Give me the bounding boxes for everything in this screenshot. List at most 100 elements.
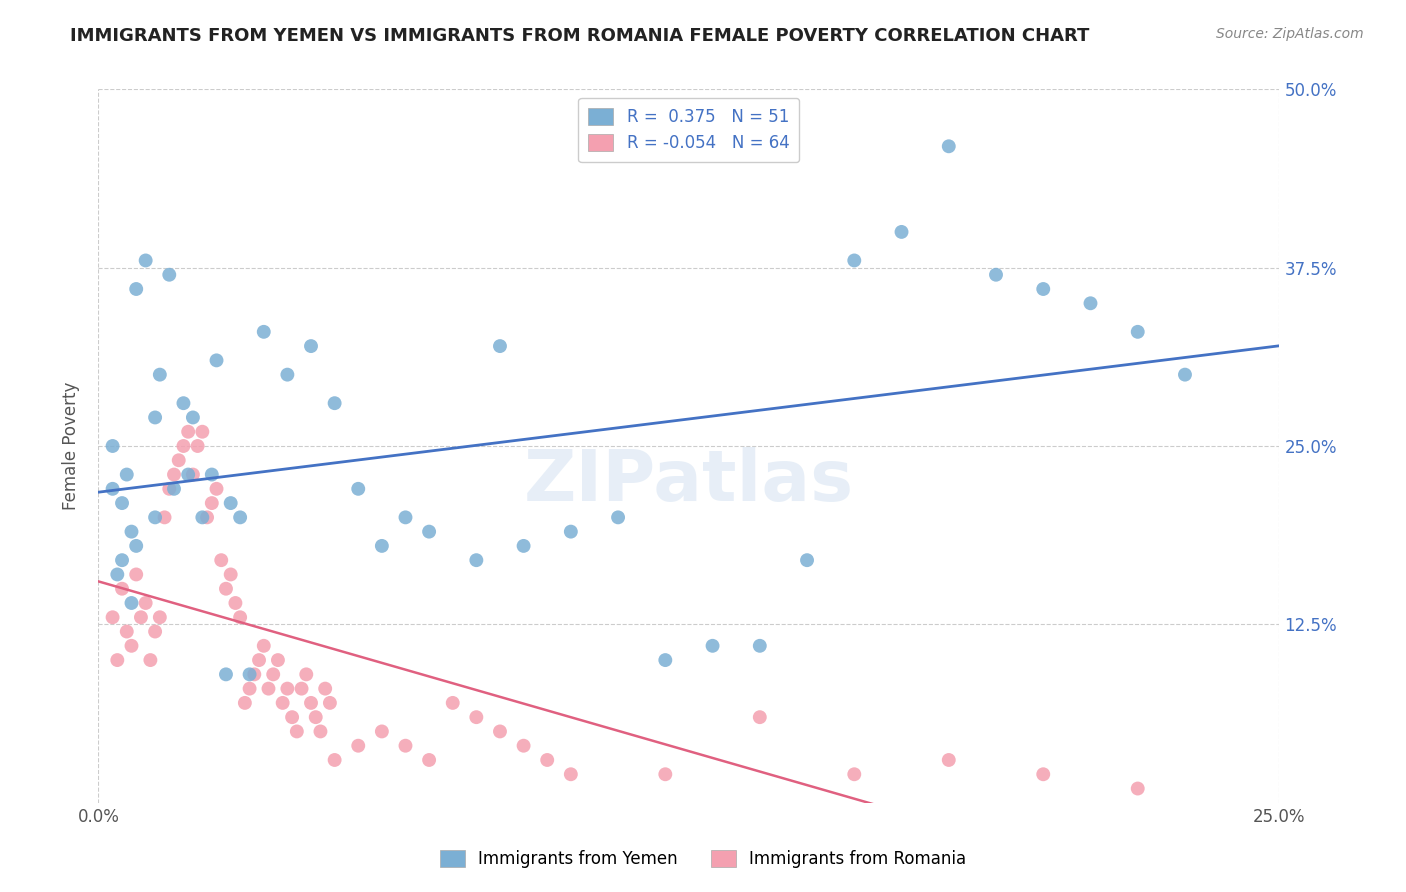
Point bbox=[191, 510, 214, 524]
Point bbox=[394, 510, 416, 524]
Point bbox=[748, 710, 770, 724]
Point bbox=[177, 425, 200, 439]
Point bbox=[489, 339, 512, 353]
Point bbox=[290, 681, 312, 696]
Point bbox=[305, 710, 328, 724]
Point bbox=[111, 582, 134, 596]
Point bbox=[157, 482, 180, 496]
Point bbox=[276, 368, 298, 382]
Text: Source: ZipAtlas.com: Source: ZipAtlas.com bbox=[1216, 27, 1364, 41]
Point bbox=[101, 482, 124, 496]
Point bbox=[267, 653, 290, 667]
Point bbox=[229, 510, 252, 524]
Point bbox=[536, 753, 558, 767]
Point bbox=[271, 696, 294, 710]
Point bbox=[560, 767, 582, 781]
Y-axis label: Female Poverty: Female Poverty bbox=[62, 382, 80, 510]
Point bbox=[702, 639, 724, 653]
Point bbox=[163, 467, 186, 482]
Point bbox=[323, 396, 346, 410]
Point bbox=[654, 767, 676, 781]
Point bbox=[143, 410, 166, 425]
Point bbox=[938, 753, 960, 767]
Point bbox=[205, 353, 228, 368]
Point bbox=[347, 739, 370, 753]
Point bbox=[323, 753, 346, 767]
Point bbox=[135, 253, 157, 268]
Point bbox=[489, 724, 512, 739]
Point bbox=[285, 724, 308, 739]
Point bbox=[115, 467, 138, 482]
Point bbox=[115, 624, 138, 639]
Point bbox=[319, 696, 342, 710]
Point bbox=[1126, 325, 1149, 339]
Text: ZIPatlas: ZIPatlas bbox=[524, 447, 853, 516]
Point bbox=[243, 667, 266, 681]
Point bbox=[314, 681, 336, 696]
Point bbox=[215, 582, 238, 596]
Point bbox=[143, 624, 166, 639]
Point bbox=[253, 325, 276, 339]
Point bbox=[111, 496, 134, 510]
Point bbox=[129, 610, 152, 624]
Point bbox=[1032, 282, 1054, 296]
Point bbox=[172, 396, 194, 410]
Point bbox=[121, 596, 143, 610]
Point bbox=[239, 667, 262, 681]
Point bbox=[201, 467, 224, 482]
Point bbox=[295, 667, 318, 681]
Point bbox=[125, 539, 148, 553]
Point bbox=[135, 596, 157, 610]
Point bbox=[167, 453, 190, 467]
Point bbox=[309, 724, 332, 739]
Point bbox=[607, 510, 630, 524]
Point bbox=[560, 524, 582, 539]
Point bbox=[205, 482, 228, 496]
Point bbox=[111, 553, 134, 567]
Point bbox=[1080, 296, 1102, 310]
Point bbox=[201, 496, 224, 510]
Point bbox=[187, 439, 209, 453]
Point bbox=[465, 710, 488, 724]
Point bbox=[276, 681, 298, 696]
Point bbox=[139, 653, 162, 667]
Point bbox=[143, 510, 166, 524]
Point bbox=[257, 681, 280, 696]
Point bbox=[105, 653, 128, 667]
Point bbox=[418, 753, 440, 767]
Point bbox=[209, 553, 232, 567]
Point bbox=[371, 539, 394, 553]
Point bbox=[219, 496, 242, 510]
Point bbox=[890, 225, 912, 239]
Point bbox=[1032, 767, 1054, 781]
Point bbox=[394, 739, 416, 753]
Point bbox=[233, 696, 256, 710]
Point bbox=[512, 739, 534, 753]
Point bbox=[157, 268, 180, 282]
Point bbox=[121, 524, 143, 539]
Point bbox=[172, 439, 194, 453]
Point bbox=[844, 253, 866, 268]
Point bbox=[215, 667, 238, 681]
Point bbox=[125, 282, 148, 296]
Point bbox=[195, 510, 218, 524]
Point bbox=[281, 710, 304, 724]
Point bbox=[101, 439, 124, 453]
Point bbox=[101, 610, 124, 624]
Point bbox=[125, 567, 148, 582]
Point bbox=[163, 482, 186, 496]
Point bbox=[844, 767, 866, 781]
Point bbox=[239, 681, 262, 696]
Point bbox=[177, 467, 200, 482]
Point bbox=[105, 567, 128, 582]
Point bbox=[219, 567, 242, 582]
Point bbox=[153, 510, 176, 524]
Point bbox=[121, 639, 143, 653]
Point bbox=[371, 724, 394, 739]
Point bbox=[512, 539, 534, 553]
Point bbox=[262, 667, 284, 681]
Legend: Immigrants from Yemen, Immigrants from Romania: Immigrants from Yemen, Immigrants from R… bbox=[433, 843, 973, 875]
Legend: R =  0.375   N = 51, R = -0.054   N = 64: R = 0.375 N = 51, R = -0.054 N = 64 bbox=[578, 97, 800, 162]
Point bbox=[253, 639, 276, 653]
Point bbox=[247, 653, 270, 667]
